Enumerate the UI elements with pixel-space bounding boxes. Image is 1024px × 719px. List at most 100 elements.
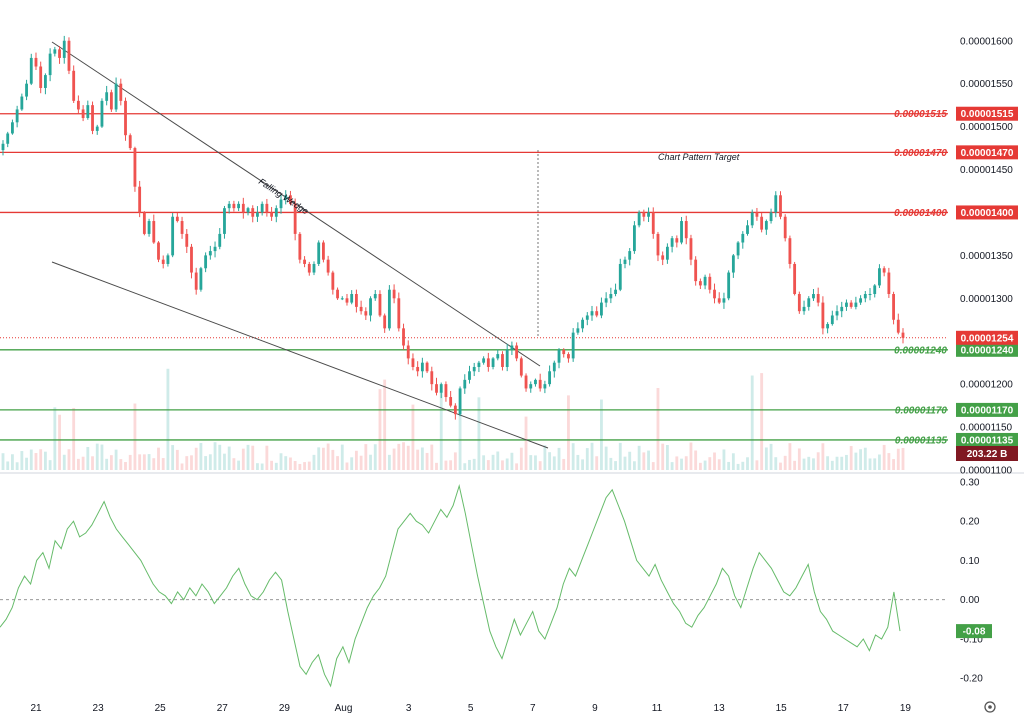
volume-bar (100, 444, 104, 470)
candle-body (807, 298, 811, 307)
volume-bar (684, 456, 688, 470)
candle-body (340, 298, 344, 300)
candle-body (364, 311, 368, 316)
candle-body (482, 358, 486, 363)
volume-bar (20, 451, 24, 470)
price-tick-label: 0.00001100 (960, 466, 1013, 477)
level-price-tag-text: 0.00001470 (961, 148, 1014, 159)
candle-body (435, 384, 438, 393)
candle-body (175, 216, 179, 222)
volume-bar (892, 459, 895, 470)
time-axis[interactable]: 21 23 25 27 29 Aug 3 5 7 9 11 13 15 17 19 (30, 703, 911, 714)
candle-body (119, 83, 123, 101)
candle-body (402, 328, 405, 346)
volume-bar (637, 445, 641, 470)
level-price-tag-text: 0.00001240 (961, 345, 1014, 356)
candle-body (896, 319, 900, 333)
volume-bar (689, 442, 693, 470)
candle-body (567, 354, 570, 359)
volume-bar (411, 404, 415, 470)
candle-body (449, 397, 453, 406)
volume-bar (425, 452, 429, 470)
candle-body (774, 195, 778, 213)
candle-body (208, 251, 212, 256)
time-tick-label: 29 (279, 703, 291, 714)
candle-body (218, 233, 222, 247)
candle-body (670, 238, 674, 247)
candle-body (67, 40, 71, 71)
candle-body (43, 75, 47, 88)
candle-body (562, 349, 566, 355)
level-price-tag-text: 0.00001515 (961, 109, 1014, 120)
level-value-label: 0.00001470 (894, 148, 947, 159)
level-value-label: 0.00001170 (895, 405, 948, 416)
volume-bar (694, 450, 698, 470)
volume-bar (72, 407, 76, 470)
candle-body (58, 49, 61, 58)
candle-body (505, 349, 509, 367)
volume-bar (675, 456, 679, 470)
level-value-label: 0.00001515 (894, 109, 947, 120)
candle-body (854, 302, 858, 307)
candle-body (552, 362, 556, 372)
volume-bar (812, 458, 815, 470)
candle-body (741, 233, 745, 243)
volume-bar (6, 461, 10, 470)
candle-body (76, 100, 80, 110)
candle-body (510, 345, 514, 350)
candle-body (830, 315, 834, 325)
volume-bar (317, 447, 321, 470)
candle-body (812, 294, 815, 299)
candle-body (538, 379, 542, 389)
candle-body (472, 366, 476, 372)
osc-tick-label: -0.10 (960, 634, 983, 645)
level-value-label: 0.00001135 (895, 435, 948, 446)
volume-bar (312, 454, 316, 470)
volume-bar (486, 460, 490, 470)
candle-body (430, 371, 434, 385)
volume-bar (835, 456, 839, 470)
volume-bar (769, 443, 773, 470)
candle-body (684, 221, 688, 239)
volume-bar (439, 390, 443, 470)
level-price-tag-text: 0.00001400 (961, 208, 1014, 219)
candle-body (618, 263, 622, 290)
candle-body (453, 405, 457, 415)
candle-body (783, 216, 787, 239)
price-tick-label: 0.00001600 (960, 36, 1013, 47)
volume-bar (859, 449, 863, 470)
candle-body (835, 311, 839, 316)
candle-body (797, 294, 801, 312)
volume-bar (53, 407, 57, 470)
volume-bar (435, 462, 438, 470)
volume-bar (774, 457, 778, 470)
candle-body (760, 216, 764, 230)
volume-bar (797, 448, 801, 470)
volume-bar (416, 449, 420, 470)
volume-bar (369, 454, 372, 470)
candle-body (519, 358, 523, 376)
price-axis[interactable]: 0.00001600 0.00001550 0.00001500 0.00001450… (960, 36, 1013, 684)
volume-bar (387, 454, 391, 470)
candle-body (439, 384, 443, 393)
candle-body (534, 379, 537, 385)
volume-bar (609, 457, 613, 470)
candle-body (600, 302, 603, 316)
candle-body (463, 379, 467, 389)
candle-body (849, 302, 853, 307)
candle-body (802, 306, 806, 312)
candle-body (114, 83, 118, 110)
settings-icon[interactable] (984, 701, 996, 713)
volume-bar (722, 449, 726, 470)
volume-bar (223, 453, 226, 470)
time-tick-label: Aug (335, 703, 353, 714)
volume-bar (406, 445, 410, 470)
candle-body (105, 92, 109, 101)
candle-body (25, 83, 28, 97)
candle-body (124, 100, 127, 136)
candle-body (378, 294, 382, 316)
candle-body (34, 57, 38, 67)
volume-bar (882, 444, 886, 470)
candle-body (194, 272, 198, 290)
time-tick-label: 23 (93, 703, 105, 714)
